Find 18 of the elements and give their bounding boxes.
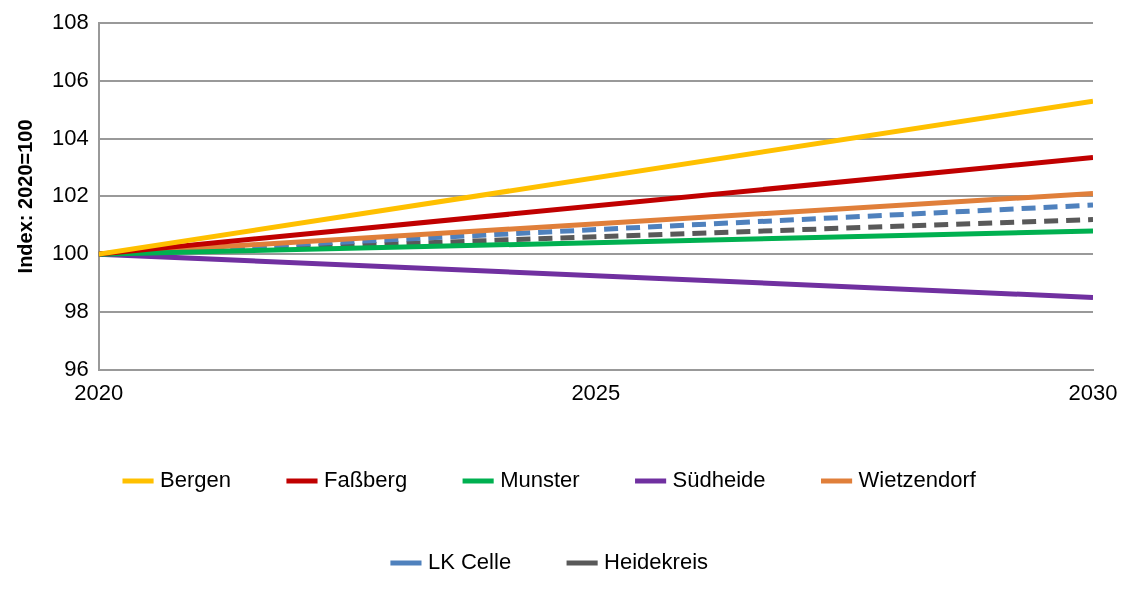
- x-tick-label: 2020: [74, 379, 124, 405]
- legend-label: Südheide: [672, 467, 766, 493]
- y-tick-label: 108: [51, 9, 89, 35]
- legend-label: Munster: [500, 467, 580, 493]
- y-tick-label: 106: [51, 67, 89, 92]
- y-axis-title: Index: 2020=100: [13, 119, 36, 274]
- legend-label: LK Celle: [427, 549, 512, 575]
- y-tick-label: 102: [51, 182, 89, 208]
- y-tick-label: 104: [51, 124, 89, 150]
- legend-label: Faßberg: [323, 467, 408, 493]
- legend-label: Bergen: [160, 467, 231, 493]
- x-tick-label: 2025: [571, 379, 621, 405]
- legend-label: Wietzendorf: [858, 467, 977, 493]
- legend-label: Heidekreis: [604, 549, 709, 575]
- y-tick-label: 98: [64, 297, 89, 323]
- x-tick-label: 2030: [1068, 379, 1118, 405]
- y-tick-label: 96: [64, 355, 89, 381]
- y-tick-label: 100: [51, 240, 89, 266]
